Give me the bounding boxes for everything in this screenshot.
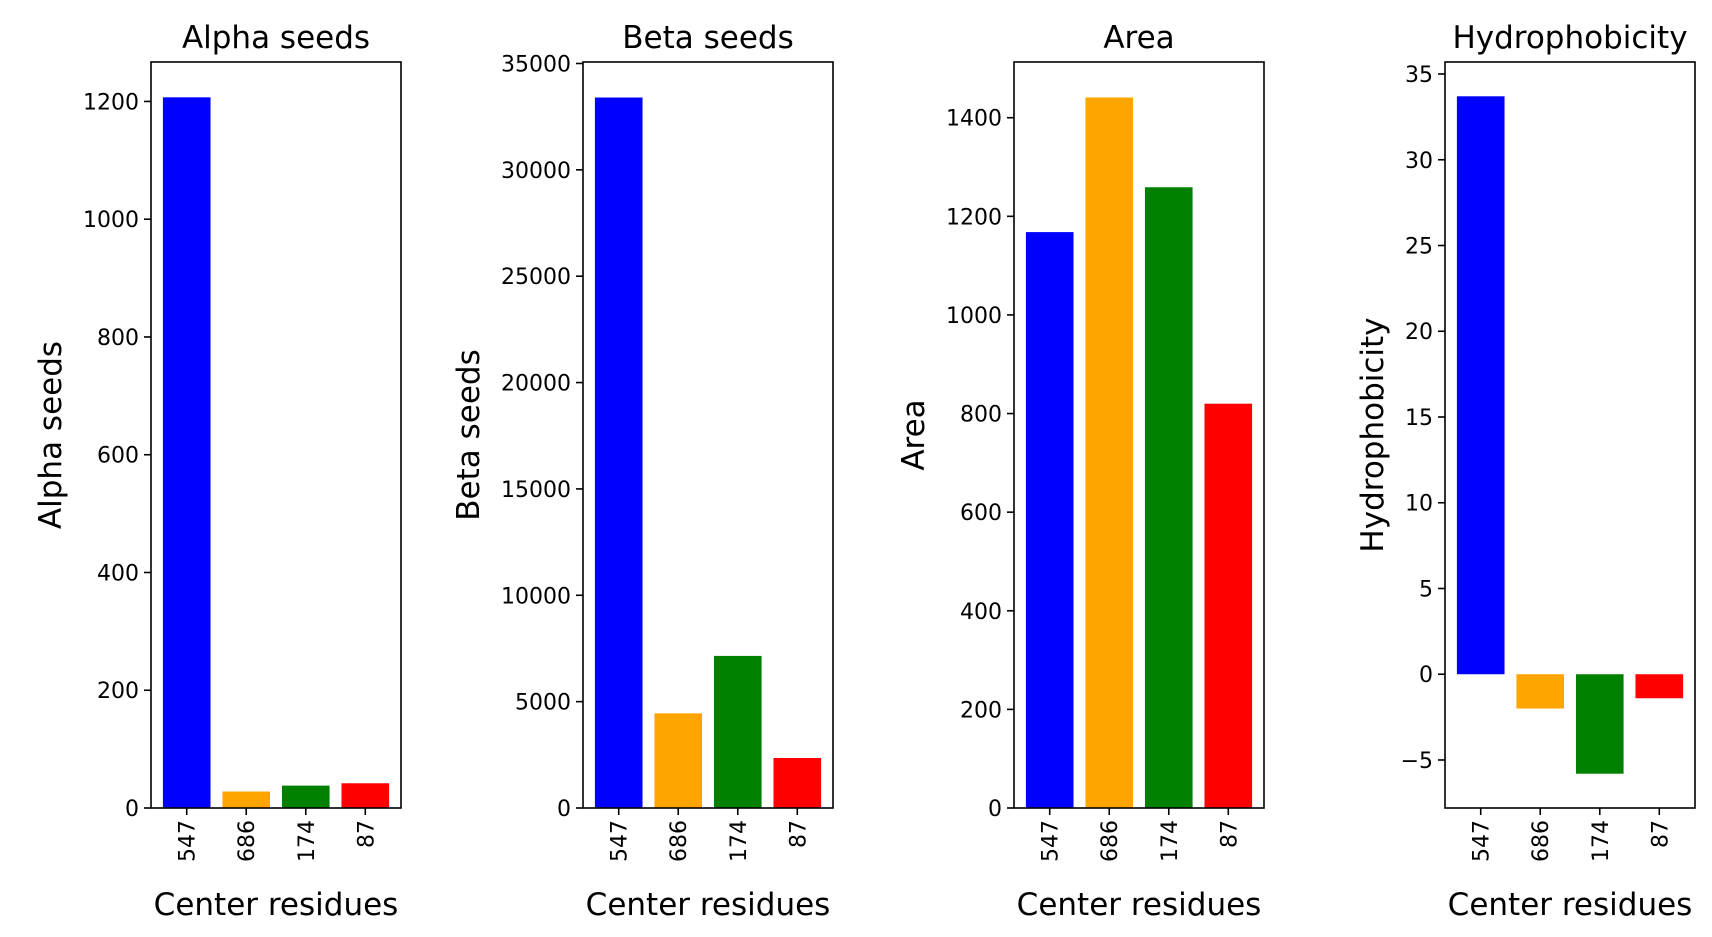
x-tick-label: 547 — [1470, 820, 1495, 862]
y-tick-label: 1000 — [83, 208, 139, 233]
y-tick-label: 1200 — [83, 90, 139, 115]
y-tick-label: 0 — [125, 797, 139, 822]
bar-174 — [1575, 674, 1624, 774]
x-tick-label: 174 — [295, 820, 320, 862]
y-tick-label: 30000 — [501, 159, 571, 184]
y-axis-label: Beta seeds — [451, 349, 487, 520]
bar-547 — [1456, 96, 1505, 675]
y-tick-label: 400 — [97, 561, 139, 586]
y-tick-label: 600 — [97, 444, 139, 469]
chart-panel-1: 0 200 400 600 800 1000 1200 547 686 174 87 Alpha se… — [33, 20, 402, 923]
bar-686 — [1516, 674, 1565, 709]
x-tick-label: 686 — [1529, 820, 1554, 862]
y-tick-label: 20 — [1405, 320, 1433, 345]
y-axis-label: Area — [896, 399, 932, 470]
y-tick-label: 30 — [1405, 149, 1433, 174]
x-tick-label: 87 — [1648, 820, 1673, 848]
x-tick-label: 686 — [667, 820, 692, 862]
bar-87 — [1204, 403, 1253, 808]
y-tick-label: 400 — [960, 600, 1002, 625]
x-tick-label: 87 — [1217, 820, 1242, 848]
y-tick-label: 600 — [960, 501, 1002, 526]
x-tick-label: 87 — [354, 820, 379, 848]
y-tick-label: 5 — [1419, 577, 1433, 602]
bar-174 — [281, 785, 330, 808]
bar-87 — [773, 758, 822, 808]
bar-686 — [222, 791, 271, 808]
y-tick-label: 15000 — [501, 478, 571, 503]
bar-174 — [1144, 187, 1193, 808]
bar-174 — [713, 655, 762, 808]
bar-547 — [1025, 232, 1074, 809]
bar-686 — [1085, 97, 1134, 809]
chart-title: Area — [1103, 20, 1174, 56]
y-tick-label: 25000 — [501, 265, 571, 290]
y-tick-label: 10 — [1405, 492, 1433, 517]
x-tick-label: 547 — [1039, 820, 1064, 862]
x-tick-label: 174 — [1589, 820, 1614, 862]
axes-frame — [582, 61, 834, 809]
chart-panel-2: 0 5000 10000 15000 20000 25000 30000 35000 547 68… — [451, 20, 834, 923]
axes-frame — [150, 61, 402, 809]
y-tick-label: −5 — [1401, 749, 1433, 774]
y-tick-label: 5000 — [515, 691, 571, 716]
x-tick-label: 547 — [176, 820, 201, 862]
x-tick-label: 686 — [235, 820, 260, 862]
y-tick-label: 200 — [960, 698, 1002, 723]
y-tick-label: 200 — [97, 679, 139, 704]
x-tick-label: 174 — [727, 820, 752, 862]
x-tick-label: 547 — [608, 820, 633, 862]
y-tick-label: 10000 — [501, 584, 571, 609]
y-tick-label: 0 — [988, 797, 1002, 822]
bar-686 — [654, 713, 703, 808]
bar-87 — [1635, 674, 1684, 699]
chart-title: Alpha seeds — [182, 20, 370, 56]
y-tick-label: 800 — [97, 326, 139, 351]
axes-frame — [1013, 61, 1265, 809]
y-tick-label: 1400 — [946, 107, 1002, 132]
y-tick-label: 1000 — [946, 304, 1002, 329]
y-axis-label: Alpha seeds — [33, 341, 69, 529]
x-tick-label: 174 — [1158, 820, 1183, 862]
x-axis-label: Center residues — [1017, 887, 1262, 923]
y-tick-label: 20000 — [501, 372, 571, 397]
y-tick-label: 0 — [1419, 663, 1433, 688]
y-tick-label: 0 — [557, 797, 571, 822]
y-tick-label: 25 — [1405, 234, 1433, 259]
chart-panel-4: −5 0 5 10 15 20 25 30 35 547 686 174 87 Hydrophobicit… — [1355, 20, 1696, 923]
bar-547 — [594, 97, 643, 809]
chart-title: Hydrophobicity — [1452, 20, 1687, 56]
x-axis-label: Center residues — [1448, 887, 1693, 923]
y-axis-label: Hydrophobicity — [1355, 317, 1391, 552]
x-axis-label: Center residues — [586, 887, 831, 923]
bar-87 — [341, 783, 390, 808]
x-axis-label: Center residues — [154, 887, 399, 923]
y-tick-label: 800 — [960, 403, 1002, 428]
x-tick-label: 87 — [786, 820, 811, 848]
y-tick-label: 35000 — [501, 52, 571, 77]
y-tick-label: 15 — [1405, 406, 1433, 431]
x-tick-label: 686 — [1098, 820, 1123, 862]
axes-frame — [1444, 61, 1696, 809]
y-tick-label: 1200 — [946, 205, 1002, 230]
bar-547 — [162, 97, 211, 809]
chart-title: Beta seeds — [622, 20, 793, 56]
chart-panel-3: 0 200 400 600 800 1000 1200 1400 547 686 174 87 Area… — [896, 20, 1265, 923]
y-tick-label: 35 — [1405, 63, 1433, 88]
